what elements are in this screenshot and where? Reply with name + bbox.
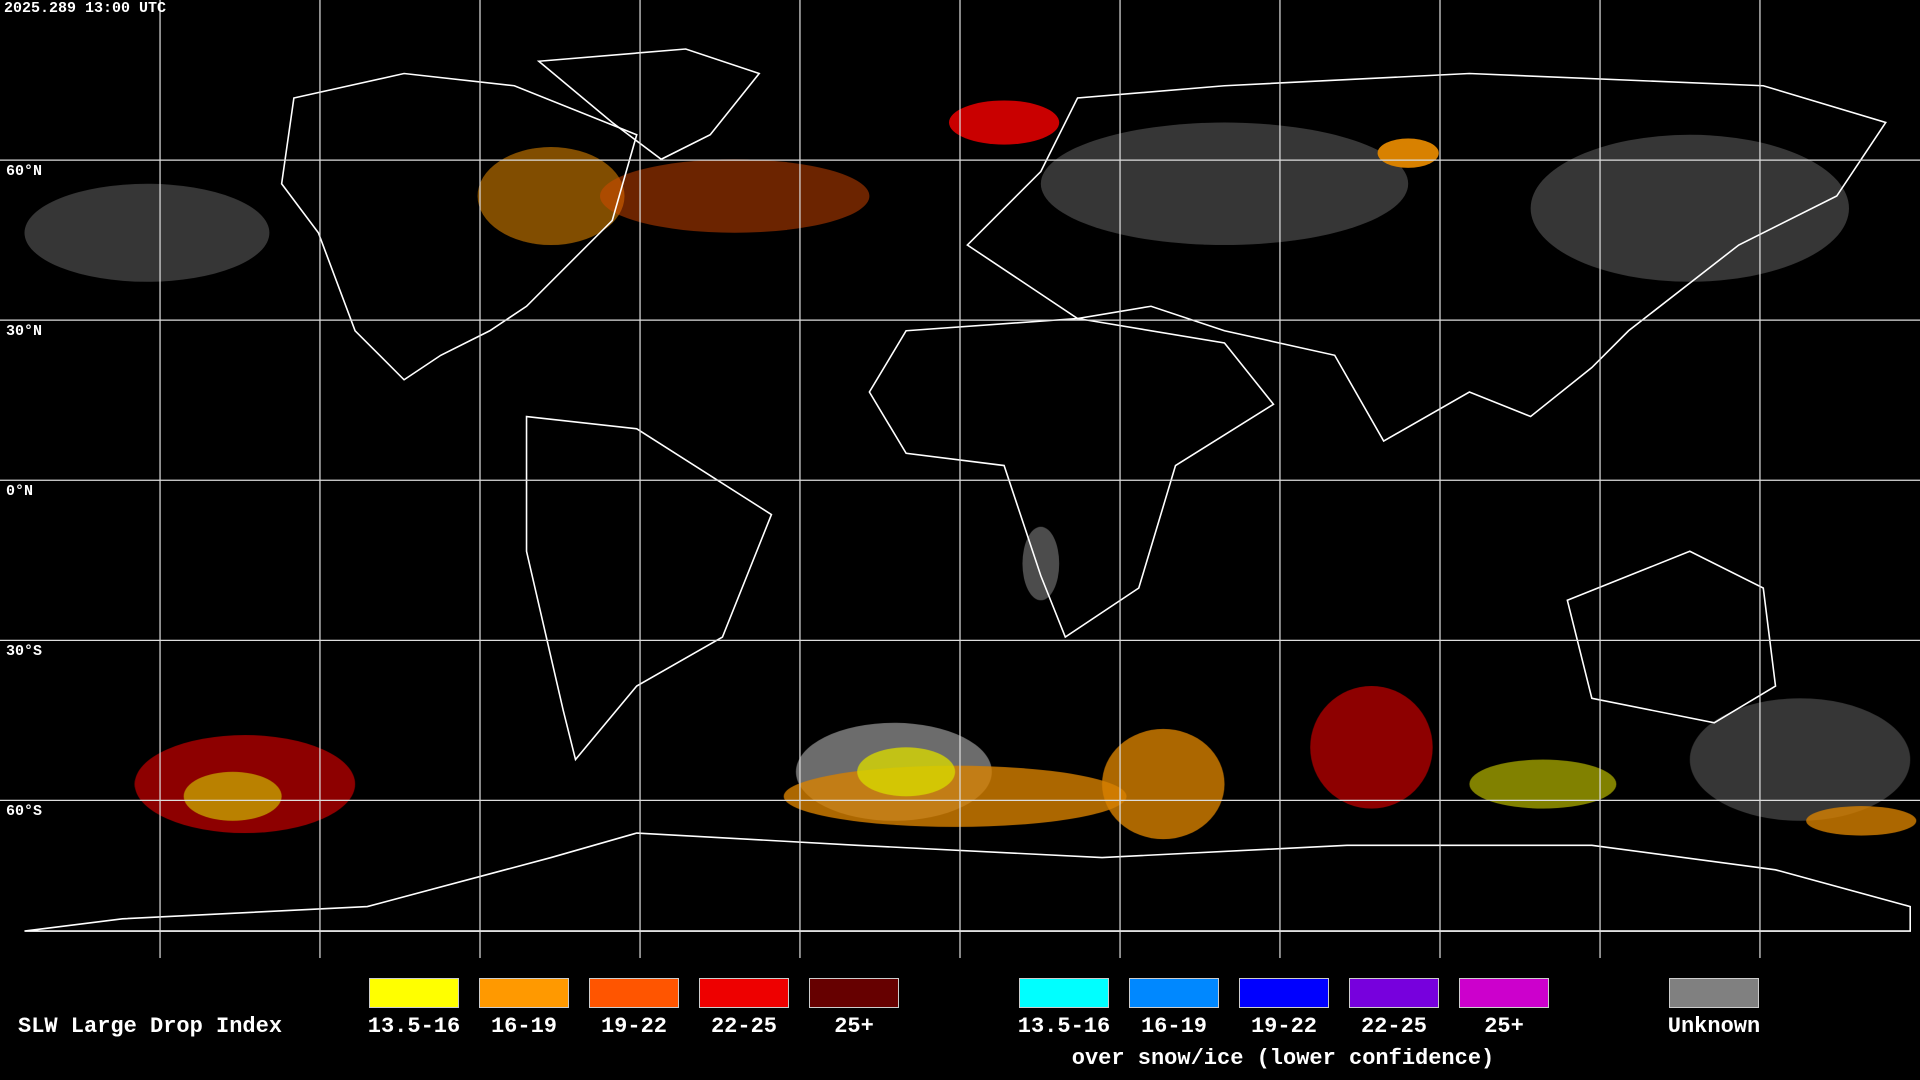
legend-swatch bbox=[1129, 978, 1219, 1008]
timestamp: 2025.289 13:00 UTC bbox=[4, 0, 167, 17]
legend: SLW Large Drop Index over snow/ice (lowe… bbox=[0, 958, 1920, 1080]
legend-title: SLW Large Drop Index bbox=[18, 1014, 283, 1039]
legend-label: 22-25 bbox=[710, 1014, 777, 1039]
legend-label: 22-25 bbox=[1360, 1014, 1427, 1039]
map bbox=[0, 0, 1920, 958]
legend-swatch bbox=[1669, 978, 1759, 1008]
latitude-label: 30°S bbox=[6, 643, 43, 660]
legend-label: 25+ bbox=[1484, 1014, 1524, 1039]
legend-swatch bbox=[479, 978, 569, 1008]
legend-swatch bbox=[369, 978, 459, 1008]
legend-label: 19-22 bbox=[600, 1014, 667, 1039]
legend-swatch bbox=[699, 978, 789, 1008]
graticule bbox=[0, 0, 1920, 958]
coastlines bbox=[24, 48, 1912, 932]
legend-label: 16-19 bbox=[1140, 1014, 1207, 1039]
legend-label: 13.5-16 bbox=[367, 1014, 461, 1039]
latitude-label: 60°S bbox=[6, 803, 43, 820]
legend-swatch bbox=[1349, 978, 1439, 1008]
legend-label: 19-22 bbox=[1250, 1014, 1317, 1039]
legend-swatch bbox=[1459, 978, 1549, 1008]
legend-label: Unknown bbox=[1667, 1014, 1761, 1039]
legend-label: 16-19 bbox=[490, 1014, 557, 1039]
legend-label: 25+ bbox=[834, 1014, 874, 1039]
latitude-label: 60°N bbox=[6, 163, 43, 180]
legend-swatch bbox=[1019, 978, 1109, 1008]
legend-label: 13.5-16 bbox=[1017, 1014, 1111, 1039]
latitude-label: 0°N bbox=[6, 483, 34, 500]
latitude-label: 30°N bbox=[6, 323, 43, 340]
legend-swatch bbox=[809, 978, 899, 1008]
legend-swatch bbox=[1239, 978, 1329, 1008]
legend-caption: over snow/ice (lower confidence) bbox=[1071, 1046, 1495, 1071]
legend-swatch bbox=[589, 978, 679, 1008]
